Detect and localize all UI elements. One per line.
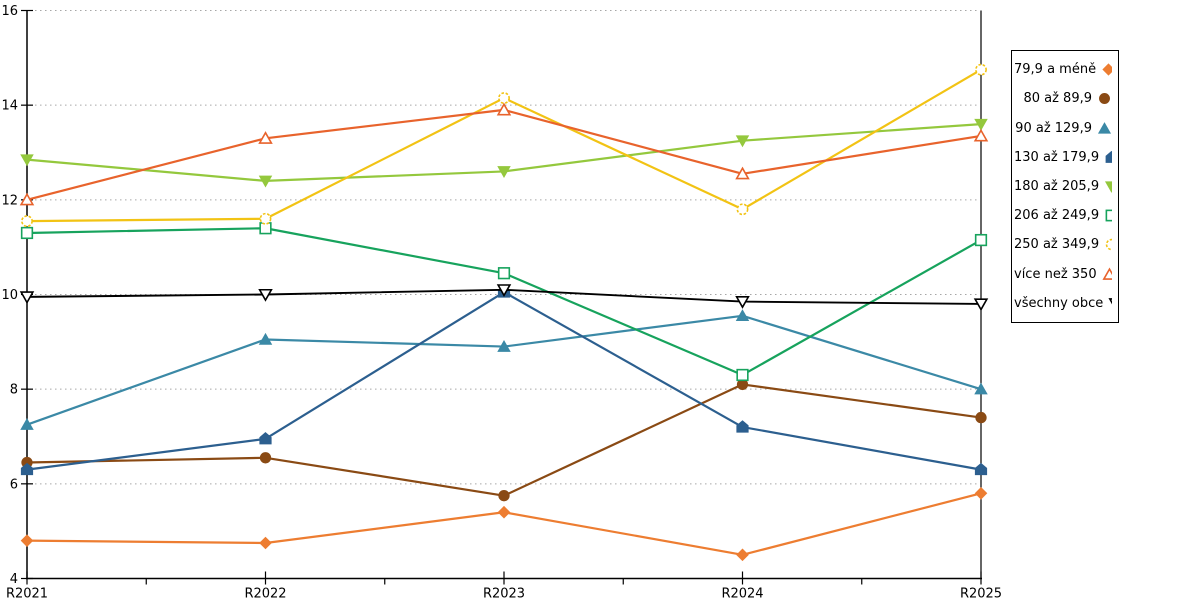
triangle-down-marker-icon <box>974 118 988 131</box>
y-tick-label: 6 <box>10 477 18 492</box>
legend-item: 79,9 a méně <box>1014 62 1112 77</box>
pentagon-marker-icon <box>20 462 34 476</box>
pentagon-marker-icon <box>1105 150 1112 163</box>
triangle-up-marker-icon <box>20 418 34 430</box>
square-marker-icon <box>1105 209 1112 222</box>
legend-label: všechny obce <box>1014 295 1104 311</box>
legend-label: 130 až 179,9 <box>1014 149 1100 165</box>
triangle-down-marker-icon <box>19 291 35 305</box>
series-line <box>26 291 982 471</box>
y-tick-label: 14 <box>1 99 18 114</box>
x-tick-label: R2022 <box>244 587 286 601</box>
legend-label: 180 až 205,9 <box>1014 178 1100 194</box>
x-tick-label: R2021 <box>6 587 48 601</box>
pentagon-marker-icon <box>259 432 272 445</box>
diamond-marker-icon <box>974 486 988 500</box>
pentagon-marker-icon <box>974 462 988 476</box>
legend-item: 130 až 179,9 <box>1014 150 1112 165</box>
legend-item: 180 až 205,9 <box>1014 179 1112 194</box>
legend-marker <box>1102 267 1112 280</box>
y-tick-label: 12 <box>1 193 18 208</box>
diamond-marker-icon <box>736 548 749 562</box>
legend-marker <box>1105 209 1112 222</box>
y-tick-label: 10 <box>1 288 18 303</box>
x-tick-label: R2025 <box>960 587 1002 601</box>
circle-dashed-marker-icon <box>736 203 749 216</box>
legend-marker <box>1105 150 1112 163</box>
legend-marker <box>1105 181 1112 193</box>
triangle-up-marker-icon <box>735 166 750 180</box>
diamond-marker-icon <box>20 534 34 547</box>
triangle-down-marker-icon <box>1105 181 1112 193</box>
series-line <box>26 314 982 426</box>
triangle-down-marker-icon <box>735 296 750 309</box>
x-tick-label: R2024 <box>721 587 763 601</box>
triangle-up-marker-icon <box>1102 267 1112 280</box>
triangle-down-marker-icon <box>735 135 750 148</box>
pentagon-marker-icon <box>736 420 749 433</box>
legend-marker <box>1105 239 1112 251</box>
triangle-up-marker-icon <box>258 131 273 144</box>
legend-marker <box>1097 121 1112 134</box>
legend-marker <box>1099 93 1110 105</box>
diamond-marker-icon <box>1102 63 1112 76</box>
series-line <box>26 383 982 497</box>
triangle-up-marker-icon <box>497 339 511 352</box>
circle-marker-icon <box>498 490 510 502</box>
triangle-up-marker-icon <box>496 102 512 116</box>
legend-item: 80 až 89,9 <box>1014 91 1112 106</box>
square-marker-icon <box>259 222 272 235</box>
triangle-down-marker-icon <box>258 288 273 302</box>
triangle-up-marker-icon <box>258 332 273 345</box>
diamond-marker-icon <box>259 536 272 550</box>
circle-dashed-marker-icon <box>259 212 272 225</box>
triangle-up-marker-icon <box>1097 121 1112 134</box>
legend-marker <box>1102 63 1112 76</box>
series-line <box>26 492 982 556</box>
square-marker-icon <box>974 233 988 247</box>
legend-item: 250 až 349,9 <box>1014 237 1112 252</box>
y-tick-label: 8 <box>10 383 18 398</box>
legend-item: 206 až 249,9 <box>1014 208 1112 223</box>
y-tick-label: 4 <box>10 572 18 587</box>
square-marker-icon <box>736 368 749 382</box>
legend-marker <box>1108 297 1112 304</box>
legend-label: 80 až 89,9 <box>1023 91 1092 107</box>
triangle-down-marker-icon <box>497 166 511 179</box>
legend-item: více než 350 <box>1014 267 1112 282</box>
circle-dashed-marker-icon <box>975 63 987 76</box>
triangle-down-marker-icon <box>1108 297 1112 304</box>
triangle-up-marker-icon <box>19 192 35 206</box>
legend-label: více než 350 <box>1014 266 1097 282</box>
circle-marker-icon <box>975 411 987 424</box>
diamond-marker-icon <box>497 505 511 519</box>
triangle-up-marker-icon <box>735 309 750 322</box>
triangle-up-marker-icon <box>973 128 989 142</box>
legend-label: 79,9 a méně <box>1014 62 1097 78</box>
triangle-up-marker-icon <box>974 382 988 395</box>
y-tick-label: 16 <box>1 4 18 19</box>
legend-item: všechny obce <box>1014 296 1112 311</box>
legend-label: 90 až 129,9 <box>1015 120 1092 136</box>
legend-label: 250 až 349,9 <box>1014 237 1100 253</box>
circle-marker-icon <box>1099 93 1110 105</box>
square-marker-icon <box>497 267 511 280</box>
legend: 79,9 a méně 80 až 89,9 90 až 129,9 130 až 1… <box>1011 50 1119 323</box>
triangle-down-marker-icon <box>973 298 989 312</box>
circle-dashed-marker-icon <box>1105 239 1112 251</box>
triangle-down-marker-icon <box>496 284 512 297</box>
triangle-down-marker-icon <box>258 175 273 188</box>
series-line <box>26 108 982 201</box>
circle-dashed-marker-icon <box>21 215 33 228</box>
triangle-down-marker-icon <box>20 154 34 167</box>
circle-marker-icon <box>259 452 272 464</box>
legend-label: 206 až 249,9 <box>1014 208 1100 224</box>
circle-dashed-marker-icon <box>498 92 510 105</box>
legend-item: 90 až 129,9 <box>1014 121 1112 136</box>
x-tick-label: R2023 <box>483 587 525 601</box>
square-marker-icon <box>20 226 34 240</box>
